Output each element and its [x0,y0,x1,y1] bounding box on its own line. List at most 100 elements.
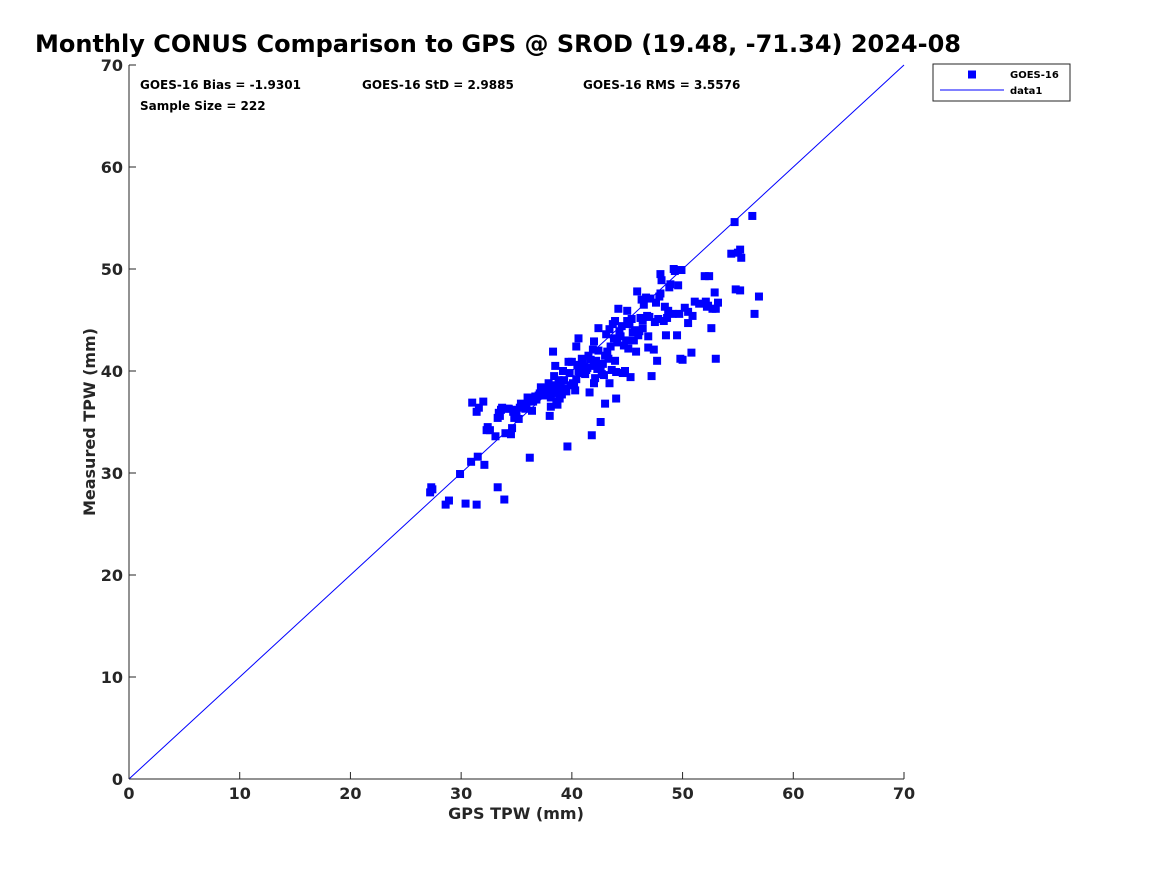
scatter-point [590,337,598,346]
scatter-point [606,342,615,351]
y-tick-label: 60 [101,158,123,177]
scatter-point [622,336,631,345]
scatter-point [673,331,682,340]
scatter-point [526,396,535,405]
legend-label-data1: data1 [1010,86,1042,97]
scatter-point [545,411,554,420]
scatter-point [650,318,659,327]
scatter-point [676,354,685,363]
scatter-point [754,292,763,301]
legend-label-goes16: GOES-16 [1010,70,1059,81]
scatter-point [574,334,583,343]
scatter-point [501,429,510,438]
scatter-point [603,347,612,356]
y-tick-label: 10 [101,668,123,687]
scatter-point [547,389,556,398]
scatter-point [607,365,616,374]
scatter-point [707,324,716,333]
scatter-point [553,400,562,409]
scatter-point [572,342,581,351]
scatter-point [594,346,603,355]
scatter-point [644,332,653,341]
legend: GOES-16 data1 [932,63,1071,102]
scatter-point [546,402,555,411]
scatter-point [700,272,709,281]
scatter-point [612,394,621,403]
scatter-point [705,272,714,281]
scatter-point [577,354,586,363]
scatter-point [508,424,517,433]
scatter-point [590,361,598,370]
scatter-point [534,391,543,400]
stat-bias: GOES-16 Bias = -1.9301 [140,78,301,92]
scatter-point [649,345,658,354]
scatter-point [690,297,699,306]
y-tick-label: 50 [101,260,123,279]
scatter-point [516,399,525,408]
y-tick-label: 70 [101,56,123,75]
scatter-point [553,388,562,397]
scatter-point [596,418,605,426]
scatter-point [546,393,555,402]
legend-marker-goes16 [968,70,976,79]
scatter-point [611,317,620,326]
scatter-point [684,319,693,328]
scatter-point [532,395,541,404]
scatter-point [428,485,437,494]
scatter-point [664,306,673,315]
scatter-point [730,218,739,227]
scatter-point [644,343,653,352]
x-tick-label: 60 [782,784,804,803]
scatter-point [630,326,639,335]
scatter-point [652,298,660,307]
scatter-point [733,248,742,257]
scatter-point [626,373,635,382]
scatter-point [557,390,566,399]
scatter-point [582,365,591,374]
x-tick-label: 40 [561,784,583,803]
scatter-point [731,285,740,294]
scatter-point [701,297,710,306]
scatter-point [611,356,620,365]
scatter-point [634,331,643,340]
scatter-point [500,495,509,504]
scatter-point [562,387,571,396]
scatter-point [552,383,561,392]
scatter-point [468,398,477,407]
scatter-point [675,309,684,318]
scatter-point [595,360,604,369]
reference-line-data1 [128,64,905,780]
scatter-point [581,370,590,379]
scatter-point [655,292,664,301]
scatter-point [750,309,759,318]
scatter-point [551,361,560,370]
scatter-point [528,406,536,415]
chart-title: Monthly CONUS Comparison to GPS @ SROD (… [35,30,961,58]
scatter-point [605,325,614,334]
scatter-point [577,362,586,371]
scatter-point [537,384,546,393]
scatter-point [647,372,656,381]
scatter-point [556,382,565,391]
stat-std: GOES-16 StD = 2.9885 [362,78,514,92]
scatter-point [461,499,470,508]
scatter-point [643,311,652,320]
scatter-point [684,307,693,316]
scatter-point [687,348,696,357]
scatter-point [674,281,683,290]
scatter-point [661,331,670,340]
y-tick-label: 20 [101,566,123,585]
scatter-point [522,401,531,410]
axes [128,65,904,780]
scatter-point [588,345,597,354]
scatter-point [512,409,521,418]
scatter-point [554,376,563,385]
scatter-point [714,298,722,307]
scatter-point [711,354,720,363]
scatter-point [540,391,549,400]
scatter-point [604,354,613,363]
scatter-point [624,344,633,353]
scatter-point [571,386,580,395]
scatter-point [479,397,488,406]
